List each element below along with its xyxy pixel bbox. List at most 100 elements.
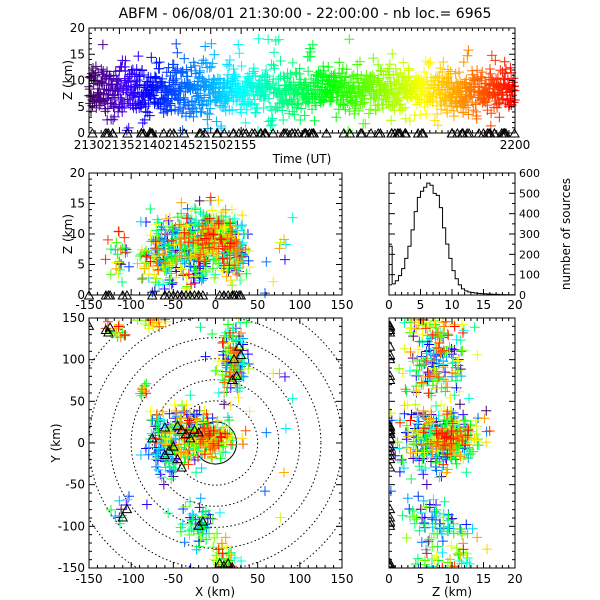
- time-height-source: [211, 79, 222, 90]
- plan-view-source: [235, 318, 246, 328]
- time-height-source: [215, 91, 226, 102]
- x-height-source: [217, 253, 228, 264]
- plan-view-source: [155, 469, 166, 480]
- time-height-source: [440, 84, 451, 95]
- time-height-source: [499, 56, 510, 67]
- plan-view-ylabel: Y (km): [49, 423, 63, 463]
- time-height-source: [260, 69, 271, 80]
- height-y-source: [445, 434, 456, 445]
- height-y-source: [400, 384, 411, 395]
- height-y-source: [426, 390, 437, 401]
- time-height-source: [435, 63, 446, 74]
- height-y-source: [462, 430, 473, 441]
- height-y-source: [444, 341, 455, 352]
- plan-view-source: [218, 563, 220, 568]
- plan-view-source: [208, 426, 219, 437]
- height-y-source: [470, 415, 481, 426]
- plan-view-stroke: [219, 560, 229, 568]
- height-y-source: [423, 388, 434, 399]
- time-height-source: [185, 85, 196, 96]
- x-height-source: [199, 255, 210, 266]
- time-height-source: [113, 73, 124, 84]
- height-y-source: [453, 365, 464, 376]
- height-y-source: [431, 453, 442, 464]
- time-height-source: [403, 72, 414, 83]
- x-height-source: [197, 239, 208, 250]
- plan-view-source: [120, 329, 131, 340]
- height-y-source: [431, 550, 442, 561]
- time-height-source: [460, 102, 471, 113]
- x-height-source: [229, 248, 240, 259]
- time-height-source: [318, 95, 329, 106]
- height-y-source: [416, 439, 427, 450]
- height-y-source: [465, 419, 476, 430]
- time-height-source: [442, 82, 453, 93]
- height-y-source: [434, 472, 445, 483]
- height-y-source: [430, 383, 441, 394]
- y-tick-label: 300: [519, 228, 540, 241]
- height-y-source: [439, 496, 450, 507]
- height-y-source: [438, 318, 449, 328]
- x-height-source: [174, 232, 185, 243]
- x-height-source: [139, 263, 150, 274]
- height-y-source: [442, 565, 444, 568]
- height-y-source: [450, 375, 461, 386]
- time-height-source: [250, 107, 261, 118]
- time-height-source: [224, 104, 235, 115]
- x-height-source: [148, 251, 159, 262]
- time-height-source: [351, 92, 362, 103]
- time-height-source: [373, 59, 384, 70]
- time-height-source: [337, 99, 348, 110]
- x-height-source: [181, 213, 192, 224]
- height-y-source: [454, 449, 465, 460]
- time-height-source: [138, 69, 149, 80]
- height-y-source: [431, 504, 442, 515]
- time-height-source: [90, 61, 101, 72]
- x-height-source: [150, 236, 161, 247]
- y-tick-label: 20: [70, 166, 85, 180]
- x-height-source: [180, 254, 191, 265]
- x-height-source: [279, 254, 290, 265]
- time-height-source: [421, 108, 432, 119]
- time-height-source: [268, 60, 279, 71]
- plan-view-frame: [88, 317, 343, 569]
- time-height-source: [387, 48, 398, 59]
- plan-view-source: [158, 479, 169, 490]
- x-height-source: [217, 241, 228, 252]
- time-height-source: [200, 57, 211, 68]
- x-height-source: [201, 233, 212, 244]
- x-tick-label: 150: [331, 298, 354, 312]
- height-y-source: [413, 491, 424, 502]
- x-height-source: [220, 204, 231, 215]
- height-y-source: [438, 362, 449, 373]
- y-tick-label: 0: [77, 126, 85, 140]
- plan-view-source: [117, 510, 128, 521]
- plan-view-source: [193, 452, 204, 463]
- plan-view-source: [161, 439, 172, 450]
- plan-view-source: [178, 504, 189, 515]
- x-height-source: [235, 242, 246, 253]
- time-height-source: [508, 97, 519, 108]
- plan-view-source: [185, 496, 196, 507]
- x-height-source: [225, 218, 236, 229]
- plan-view-source: [176, 447, 187, 458]
- x-height-source: [236, 274, 247, 285]
- height-y-source: [455, 335, 466, 346]
- plan-view-source: [188, 510, 199, 521]
- height-y-source: [405, 448, 416, 459]
- x-tick-label: -100: [118, 572, 145, 586]
- height-y-source: [416, 537, 427, 548]
- y-tick-label: 10: [70, 74, 85, 88]
- height-y-source: [400, 427, 411, 438]
- x-height-source: [243, 255, 254, 266]
- plan-view-source: [235, 328, 246, 339]
- plan-view-source: [235, 337, 246, 348]
- time-height-source: [203, 96, 214, 107]
- height-y-source: [410, 559, 421, 568]
- time-height-source: [266, 59, 277, 70]
- x-height-source: [164, 277, 175, 288]
- x-height-source: [238, 258, 249, 269]
- x-tick-label: 0: [212, 298, 220, 312]
- y-tick-label: 100: [62, 353, 85, 367]
